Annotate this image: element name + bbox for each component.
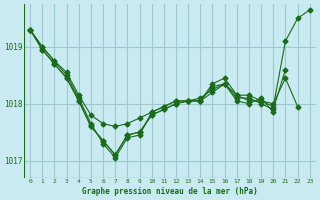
X-axis label: Graphe pression niveau de la mer (hPa): Graphe pression niveau de la mer (hPa) <box>82 187 258 196</box>
